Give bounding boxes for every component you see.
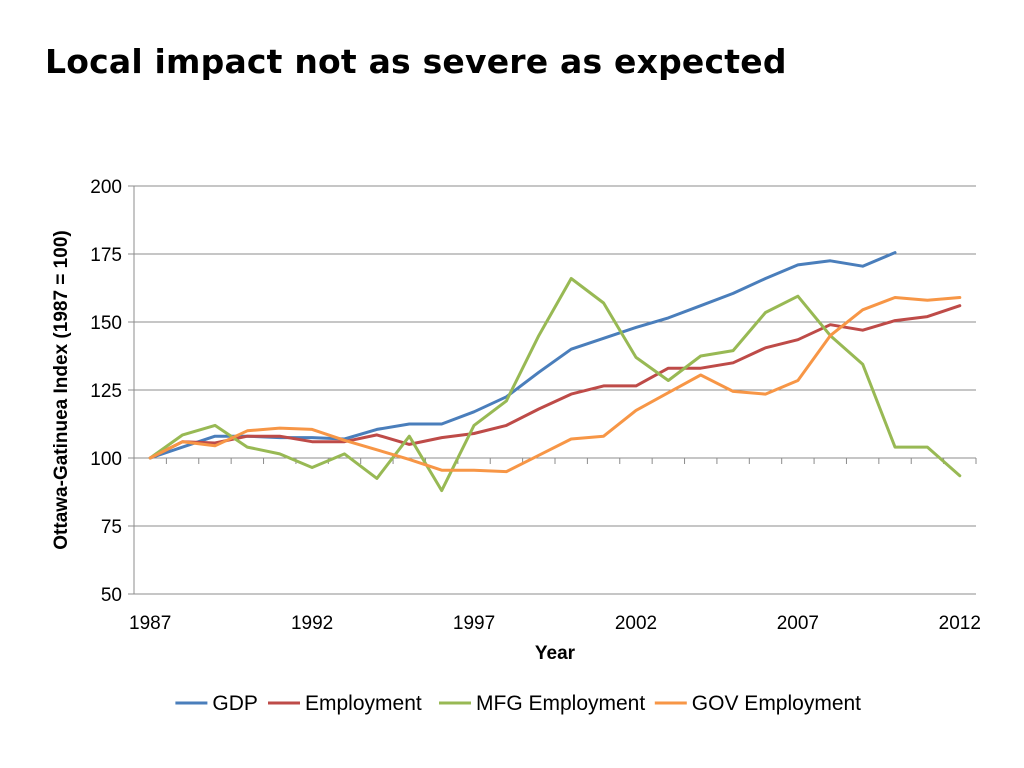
- y-tick-label: 175: [90, 245, 122, 266]
- legend: GDP Employment MFG Employment GOV Employmen…: [175, 692, 861, 715]
- axes: [128, 185, 977, 595]
- legend-item-employment: Employment: [268, 692, 422, 715]
- slide-title: Local impact not as severe as expected: [45, 42, 787, 81]
- y-tick-label: 125: [90, 381, 122, 402]
- x-tick-label: 1992: [291, 613, 333, 634]
- y-tick-labels: 50 75 100 125 150 175 200: [90, 177, 122, 606]
- y-tick-label: 150: [90, 313, 122, 334]
- series-line-mfg-employment: [148, 277, 962, 493]
- legend-label: Employment: [305, 692, 422, 715]
- y-tick-label: 75: [101, 517, 122, 538]
- y-axis-title: Ottawa-Gatinuea Index (1987 = 100): [51, 230, 72, 549]
- x-tick-label: 2012: [939, 613, 981, 634]
- legend-item-mfg-employment: MFG Employment: [439, 692, 645, 715]
- legend-label: GDP: [212, 692, 258, 715]
- series-lines: [148, 251, 962, 493]
- legend-item-gov-employment: GOV Employment: [654, 692, 861, 715]
- y-tick-label: 200: [90, 177, 122, 198]
- gridlines: [134, 185, 976, 527]
- x-tick-label: 1987: [129, 613, 171, 634]
- x-tick-label: 2007: [777, 613, 819, 634]
- y-tick-label: 100: [90, 449, 122, 470]
- x-axis-title: Year: [535, 643, 576, 664]
- legend-label: GOV Employment: [692, 692, 861, 715]
- series-line-gov-employment: [148, 296, 962, 474]
- legend-label: MFG Employment: [476, 692, 645, 715]
- x-tick-label: 2002: [615, 613, 657, 634]
- x-tick-labels: 1987 1992 1997 2002 2007 2012: [129, 613, 981, 634]
- series-line-gdp: [148, 251, 897, 460]
- legend-item-gdp: GDP: [175, 692, 258, 715]
- y-tick-label: 50: [101, 585, 122, 606]
- x-tick-label: 1997: [453, 613, 495, 634]
